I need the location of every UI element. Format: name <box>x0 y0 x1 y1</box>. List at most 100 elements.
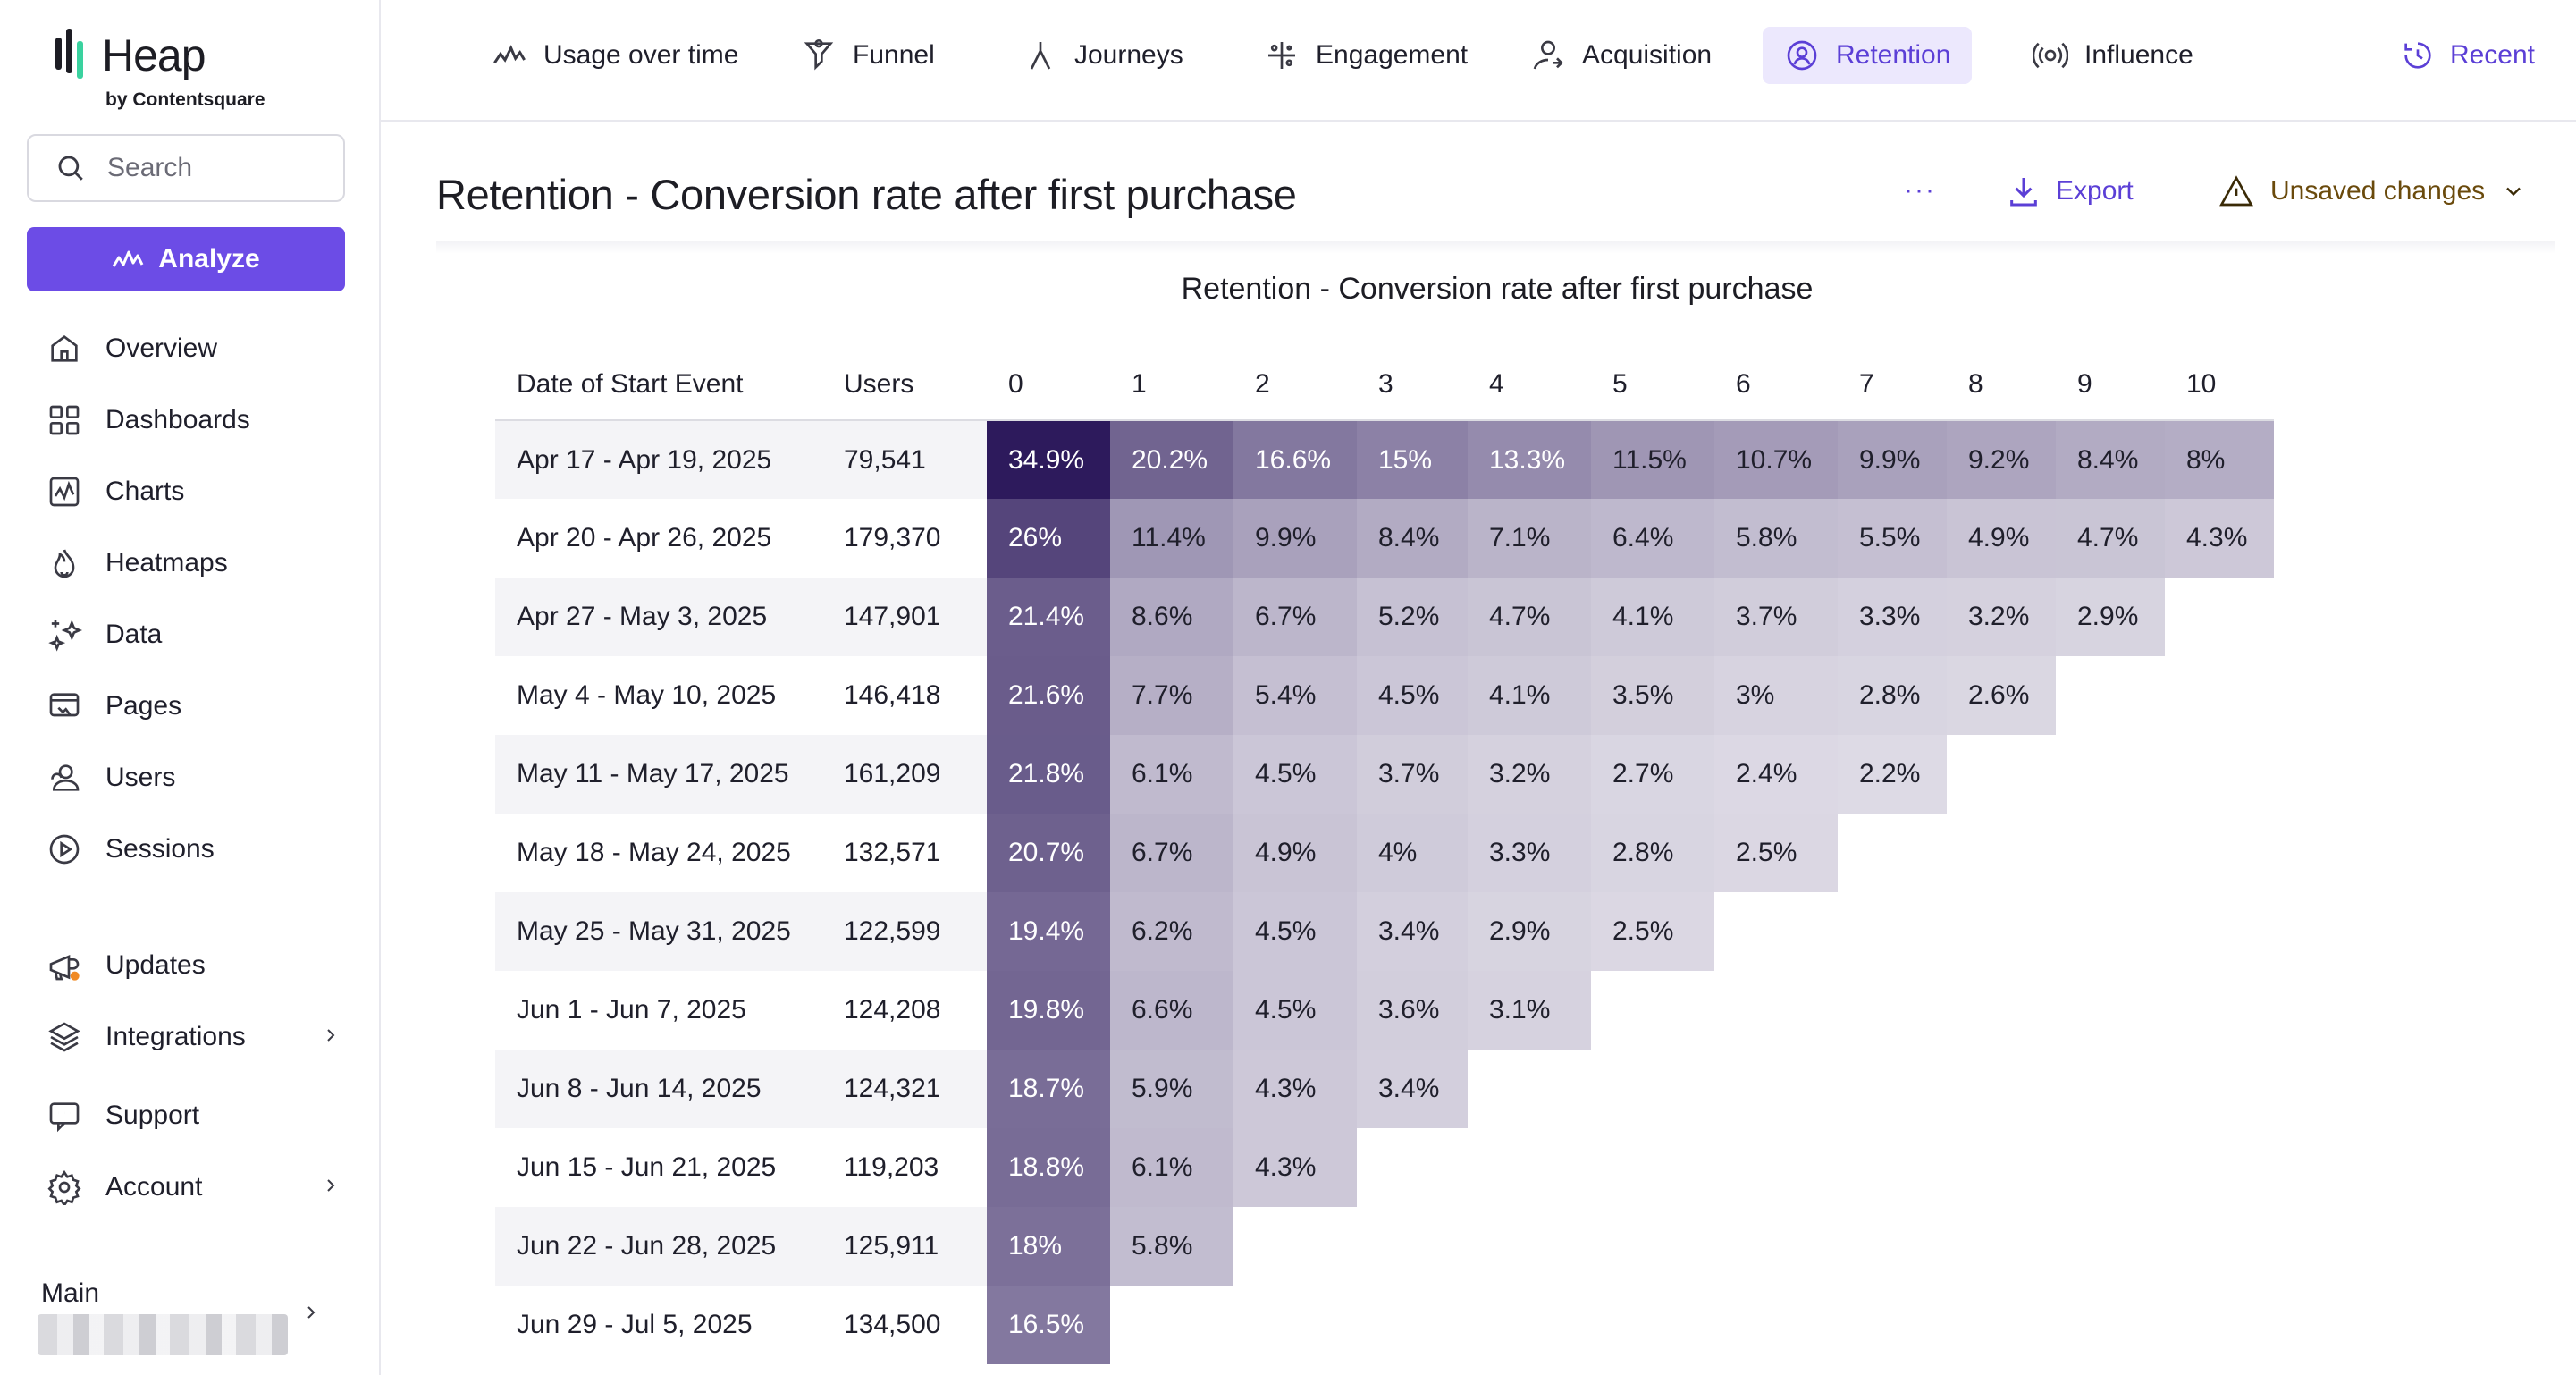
retention-cell[interactable]: 6.6% <box>1110 971 1233 1050</box>
sidebar-item-sessions[interactable]: Sessions <box>46 824 341 874</box>
retention-cell[interactable]: 5.5% <box>1838 499 1947 578</box>
retention-cell[interactable]: 3.6% <box>1357 971 1468 1050</box>
retention-cell[interactable]: 2.2% <box>1838 735 1947 814</box>
retention-cell[interactable]: 19.8% <box>987 971 1110 1050</box>
retention-cell[interactable]: 9.9% <box>1838 420 1947 499</box>
retention-cell[interactable]: 5.8% <box>1714 499 1838 578</box>
sidebar-item-heatmaps[interactable]: Heatmaps <box>46 538 341 588</box>
retention-cell[interactable]: 5.8% <box>1110 1207 1233 1286</box>
column-header[interactable]: Date of Start Event <box>495 349 822 421</box>
retention-cell[interactable]: 5.4% <box>1233 656 1357 735</box>
sidebar-item-account[interactable]: Account <box>46 1162 341 1212</box>
tab-engagement[interactable]: Engagement <box>1242 27 1489 84</box>
unsaved-changes-dropdown[interactable]: Unsaved changes <box>2218 173 2542 209</box>
retention-cell[interactable]: 5.9% <box>1110 1050 1233 1128</box>
retention-cell[interactable]: 10.7% <box>1714 420 1838 499</box>
retention-cell[interactable]: 6.1% <box>1110 735 1233 814</box>
sidebar-item-integrations[interactable]: Integrations <box>46 1012 341 1062</box>
retention-cell[interactable]: 2.7% <box>1591 735 1714 814</box>
retention-cell[interactable]: 3.4% <box>1357 892 1468 971</box>
retention-cell[interactable]: 3.7% <box>1714 578 1838 656</box>
retention-cell[interactable]: 8.6% <box>1110 578 1233 656</box>
retention-cell[interactable]: 2.5% <box>1591 892 1714 971</box>
retention-cell[interactable]: 2.8% <box>1591 814 1714 892</box>
tab-influence[interactable]: Influence <box>2011 27 2215 84</box>
recent-button[interactable]: Recent <box>2400 27 2535 84</box>
heap-logo[interactable]: Heap <box>54 25 206 86</box>
retention-cell[interactable]: 3.5% <box>1591 656 1714 735</box>
retention-cell[interactable]: 3.3% <box>1468 814 1591 892</box>
retention-cell[interactable]: 21.6% <box>987 656 1110 735</box>
sidebar-item-overview[interactable]: Overview <box>46 324 341 374</box>
retention-cell[interactable]: 18% <box>987 1207 1110 1286</box>
page-title[interactable]: Retention - Conversion rate after first … <box>436 171 1297 218</box>
retention-cell[interactable]: 4.5% <box>1357 656 1468 735</box>
retention-cell[interactable]: 15% <box>1357 420 1468 499</box>
retention-cell[interactable]: 4.3% <box>1233 1128 1357 1207</box>
retention-cell[interactable]: 21.8% <box>987 735 1110 814</box>
retention-cell[interactable]: 19.4% <box>987 892 1110 971</box>
retention-cell[interactable]: 13.3% <box>1468 420 1591 499</box>
retention-cell[interactable]: 7.1% <box>1468 499 1591 578</box>
tab-usage-over-time[interactable]: Usage over time <box>470 27 760 84</box>
retention-cell[interactable]: 2.8% <box>1838 656 1947 735</box>
retention-cell[interactable]: 20.7% <box>987 814 1110 892</box>
retention-cell[interactable]: 4.7% <box>1468 578 1591 656</box>
retention-cell[interactable]: 6.7% <box>1233 578 1357 656</box>
retention-cell[interactable]: 16.6% <box>1233 420 1357 499</box>
more-options-button[interactable]: ··· <box>1904 175 1936 205</box>
chevron-right-icon[interactable] <box>300 1302 322 1323</box>
retention-cell[interactable]: 4.7% <box>2056 499 2165 578</box>
search-input[interactable]: Search <box>27 134 345 202</box>
retention-cell[interactable]: 26% <box>987 499 1110 578</box>
retention-cell[interactable]: 4.5% <box>1233 735 1357 814</box>
tab-journeys[interactable]: Journeys <box>1001 27 1205 84</box>
retention-cell[interactable]: 6.7% <box>1110 814 1233 892</box>
retention-cell[interactable]: 4.5% <box>1233 892 1357 971</box>
retention-cell[interactable]: 4% <box>1357 814 1468 892</box>
retention-cell[interactable]: 3% <box>1714 656 1838 735</box>
retention-cell[interactable]: 11.4% <box>1110 499 1233 578</box>
retention-cell[interactable]: 8% <box>2165 420 2274 499</box>
analyze-button[interactable]: Analyze <box>27 227 345 291</box>
retention-cell[interactable]: 34.9% <box>987 420 1110 499</box>
retention-cell[interactable]: 4.9% <box>1947 499 2056 578</box>
tab-retention[interactable]: Retention <box>1763 27 1973 84</box>
sidebar-item-users[interactable]: Users <box>46 753 341 803</box>
retention-cell[interactable]: 4.1% <box>1468 656 1591 735</box>
retention-cell[interactable]: 9.9% <box>1233 499 1357 578</box>
retention-cell[interactable]: 2.9% <box>1468 892 1591 971</box>
sidebar-item-dashboards[interactable]: Dashboards <box>46 395 341 445</box>
retention-cell[interactable]: 9.2% <box>1947 420 2056 499</box>
sidebar-item-data[interactable]: Data <box>46 610 341 660</box>
column-header[interactable]: Users <box>822 349 987 421</box>
retention-cell[interactable]: 6.1% <box>1110 1128 1233 1207</box>
retention-cell[interactable]: 4.3% <box>1233 1050 1357 1128</box>
retention-cell[interactable]: 6.2% <box>1110 892 1233 971</box>
workspace-label[interactable]: Main <box>41 1278 100 1308</box>
sidebar-item-support[interactable]: Support <box>46 1091 341 1141</box>
retention-cell[interactable]: 3.4% <box>1357 1050 1468 1128</box>
tab-funnel[interactable]: Funnel <box>779 27 956 84</box>
sidebar-item-updates[interactable]: Updates <box>46 941 341 991</box>
retention-cell[interactable]: 4.3% <box>2165 499 2274 578</box>
retention-cell[interactable]: 2.9% <box>2056 578 2165 656</box>
retention-cell[interactable]: 3.7% <box>1357 735 1468 814</box>
tab-acquisition[interactable]: Acquisition <box>1509 27 1733 84</box>
retention-cell[interactable]: 6.4% <box>1591 499 1714 578</box>
retention-cell[interactable]: 3.2% <box>1947 578 2056 656</box>
retention-cell[interactable]: 2.6% <box>1947 656 2056 735</box>
retention-cell[interactable]: 3.2% <box>1468 735 1591 814</box>
retention-cell[interactable]: 8.4% <box>1357 499 1468 578</box>
retention-cell[interactable]: 7.7% <box>1110 656 1233 735</box>
sidebar-item-pages[interactable]: Pages <box>46 681 341 731</box>
retention-cell[interactable]: 3.3% <box>1838 578 1947 656</box>
sidebar-item-charts[interactable]: Charts <box>46 467 341 517</box>
export-button[interactable]: Export <box>2006 173 2134 209</box>
retention-cell[interactable]: 5.2% <box>1357 578 1468 656</box>
retention-cell[interactable]: 20.2% <box>1110 420 1233 499</box>
retention-cell[interactable]: 2.5% <box>1714 814 1838 892</box>
retention-cell[interactable]: 8.4% <box>2056 420 2165 499</box>
retention-cell[interactable]: 11.5% <box>1591 420 1714 499</box>
retention-cell[interactable]: 21.4% <box>987 578 1110 656</box>
